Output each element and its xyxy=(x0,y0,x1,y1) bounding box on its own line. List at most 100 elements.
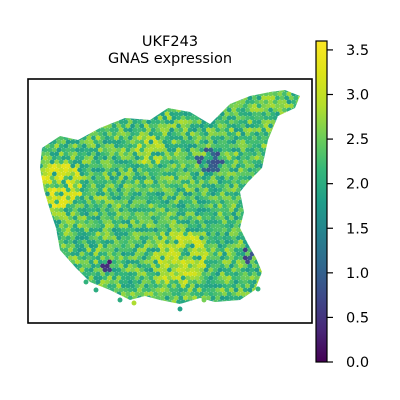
spot xyxy=(157,147,163,153)
spot xyxy=(169,231,175,237)
spot xyxy=(178,263,184,269)
spot xyxy=(208,187,214,193)
spot xyxy=(162,283,168,289)
spot xyxy=(153,139,159,145)
spot xyxy=(229,143,234,149)
spot xyxy=(224,151,230,157)
spot xyxy=(72,159,78,165)
spot xyxy=(224,159,230,165)
spot xyxy=(141,135,147,141)
spot xyxy=(93,259,99,265)
spot xyxy=(160,215,165,221)
spot xyxy=(72,151,78,157)
spot xyxy=(111,203,117,209)
spot xyxy=(194,243,200,249)
spot xyxy=(143,147,149,153)
spot xyxy=(178,175,184,181)
spot xyxy=(249,259,255,265)
spot xyxy=(146,215,152,221)
spot xyxy=(84,267,90,273)
spot xyxy=(120,243,126,249)
spot xyxy=(245,147,251,153)
spot xyxy=(141,159,147,165)
spot xyxy=(240,251,246,257)
spot xyxy=(215,175,221,181)
spot xyxy=(153,235,159,241)
spot xyxy=(187,239,193,245)
spot xyxy=(233,207,239,213)
spot xyxy=(100,255,106,261)
spot xyxy=(217,147,223,153)
spot xyxy=(208,179,214,185)
spot xyxy=(166,275,172,281)
spot xyxy=(65,187,71,193)
spot xyxy=(123,279,129,285)
spot xyxy=(222,275,228,281)
spot xyxy=(196,119,202,125)
spot xyxy=(189,123,195,129)
spot xyxy=(74,259,80,265)
spot xyxy=(231,267,237,273)
spot xyxy=(279,103,285,109)
spot xyxy=(235,139,241,145)
spot xyxy=(222,123,228,129)
spot xyxy=(139,275,145,281)
spot xyxy=(143,179,149,185)
spot xyxy=(196,207,202,213)
spot xyxy=(49,151,55,157)
spot xyxy=(217,259,223,265)
spot xyxy=(132,167,138,173)
spot xyxy=(171,259,177,265)
spot xyxy=(219,223,225,229)
spot xyxy=(153,179,159,185)
spot xyxy=(245,275,251,281)
spot xyxy=(242,103,248,109)
spot xyxy=(137,223,142,229)
spot xyxy=(245,251,251,257)
spot xyxy=(231,171,237,177)
spot xyxy=(56,179,62,185)
spot xyxy=(143,227,149,233)
spot xyxy=(208,147,214,153)
spot xyxy=(157,283,163,289)
spot xyxy=(281,91,287,97)
spot xyxy=(258,107,264,113)
spot xyxy=(102,283,108,289)
spot xyxy=(72,191,78,197)
spot xyxy=(91,271,96,277)
spot xyxy=(88,187,94,193)
spot xyxy=(212,131,218,137)
spot xyxy=(229,127,234,133)
spot xyxy=(116,211,122,217)
spot xyxy=(242,255,248,261)
spot xyxy=(102,155,108,161)
spot xyxy=(192,287,198,293)
spot xyxy=(180,259,186,265)
spot xyxy=(254,99,260,105)
spot xyxy=(210,191,216,197)
spot xyxy=(210,287,216,293)
spot xyxy=(155,143,161,149)
spot xyxy=(192,207,198,213)
spot xyxy=(201,135,207,141)
spot xyxy=(130,179,136,185)
spot xyxy=(249,155,255,161)
spot xyxy=(51,187,57,193)
spot xyxy=(40,159,46,165)
spot xyxy=(102,171,108,177)
spot xyxy=(63,207,69,213)
spot xyxy=(157,171,163,177)
spot xyxy=(118,207,124,213)
spot xyxy=(201,127,207,133)
spot xyxy=(231,187,237,193)
spot xyxy=(238,167,244,173)
spot xyxy=(288,103,294,109)
spot xyxy=(238,279,244,285)
spot xyxy=(222,155,228,161)
spot xyxy=(162,259,168,265)
spot xyxy=(275,111,280,117)
spot xyxy=(224,263,230,269)
spot xyxy=(178,207,184,213)
spot xyxy=(229,103,234,109)
spot xyxy=(141,183,147,189)
